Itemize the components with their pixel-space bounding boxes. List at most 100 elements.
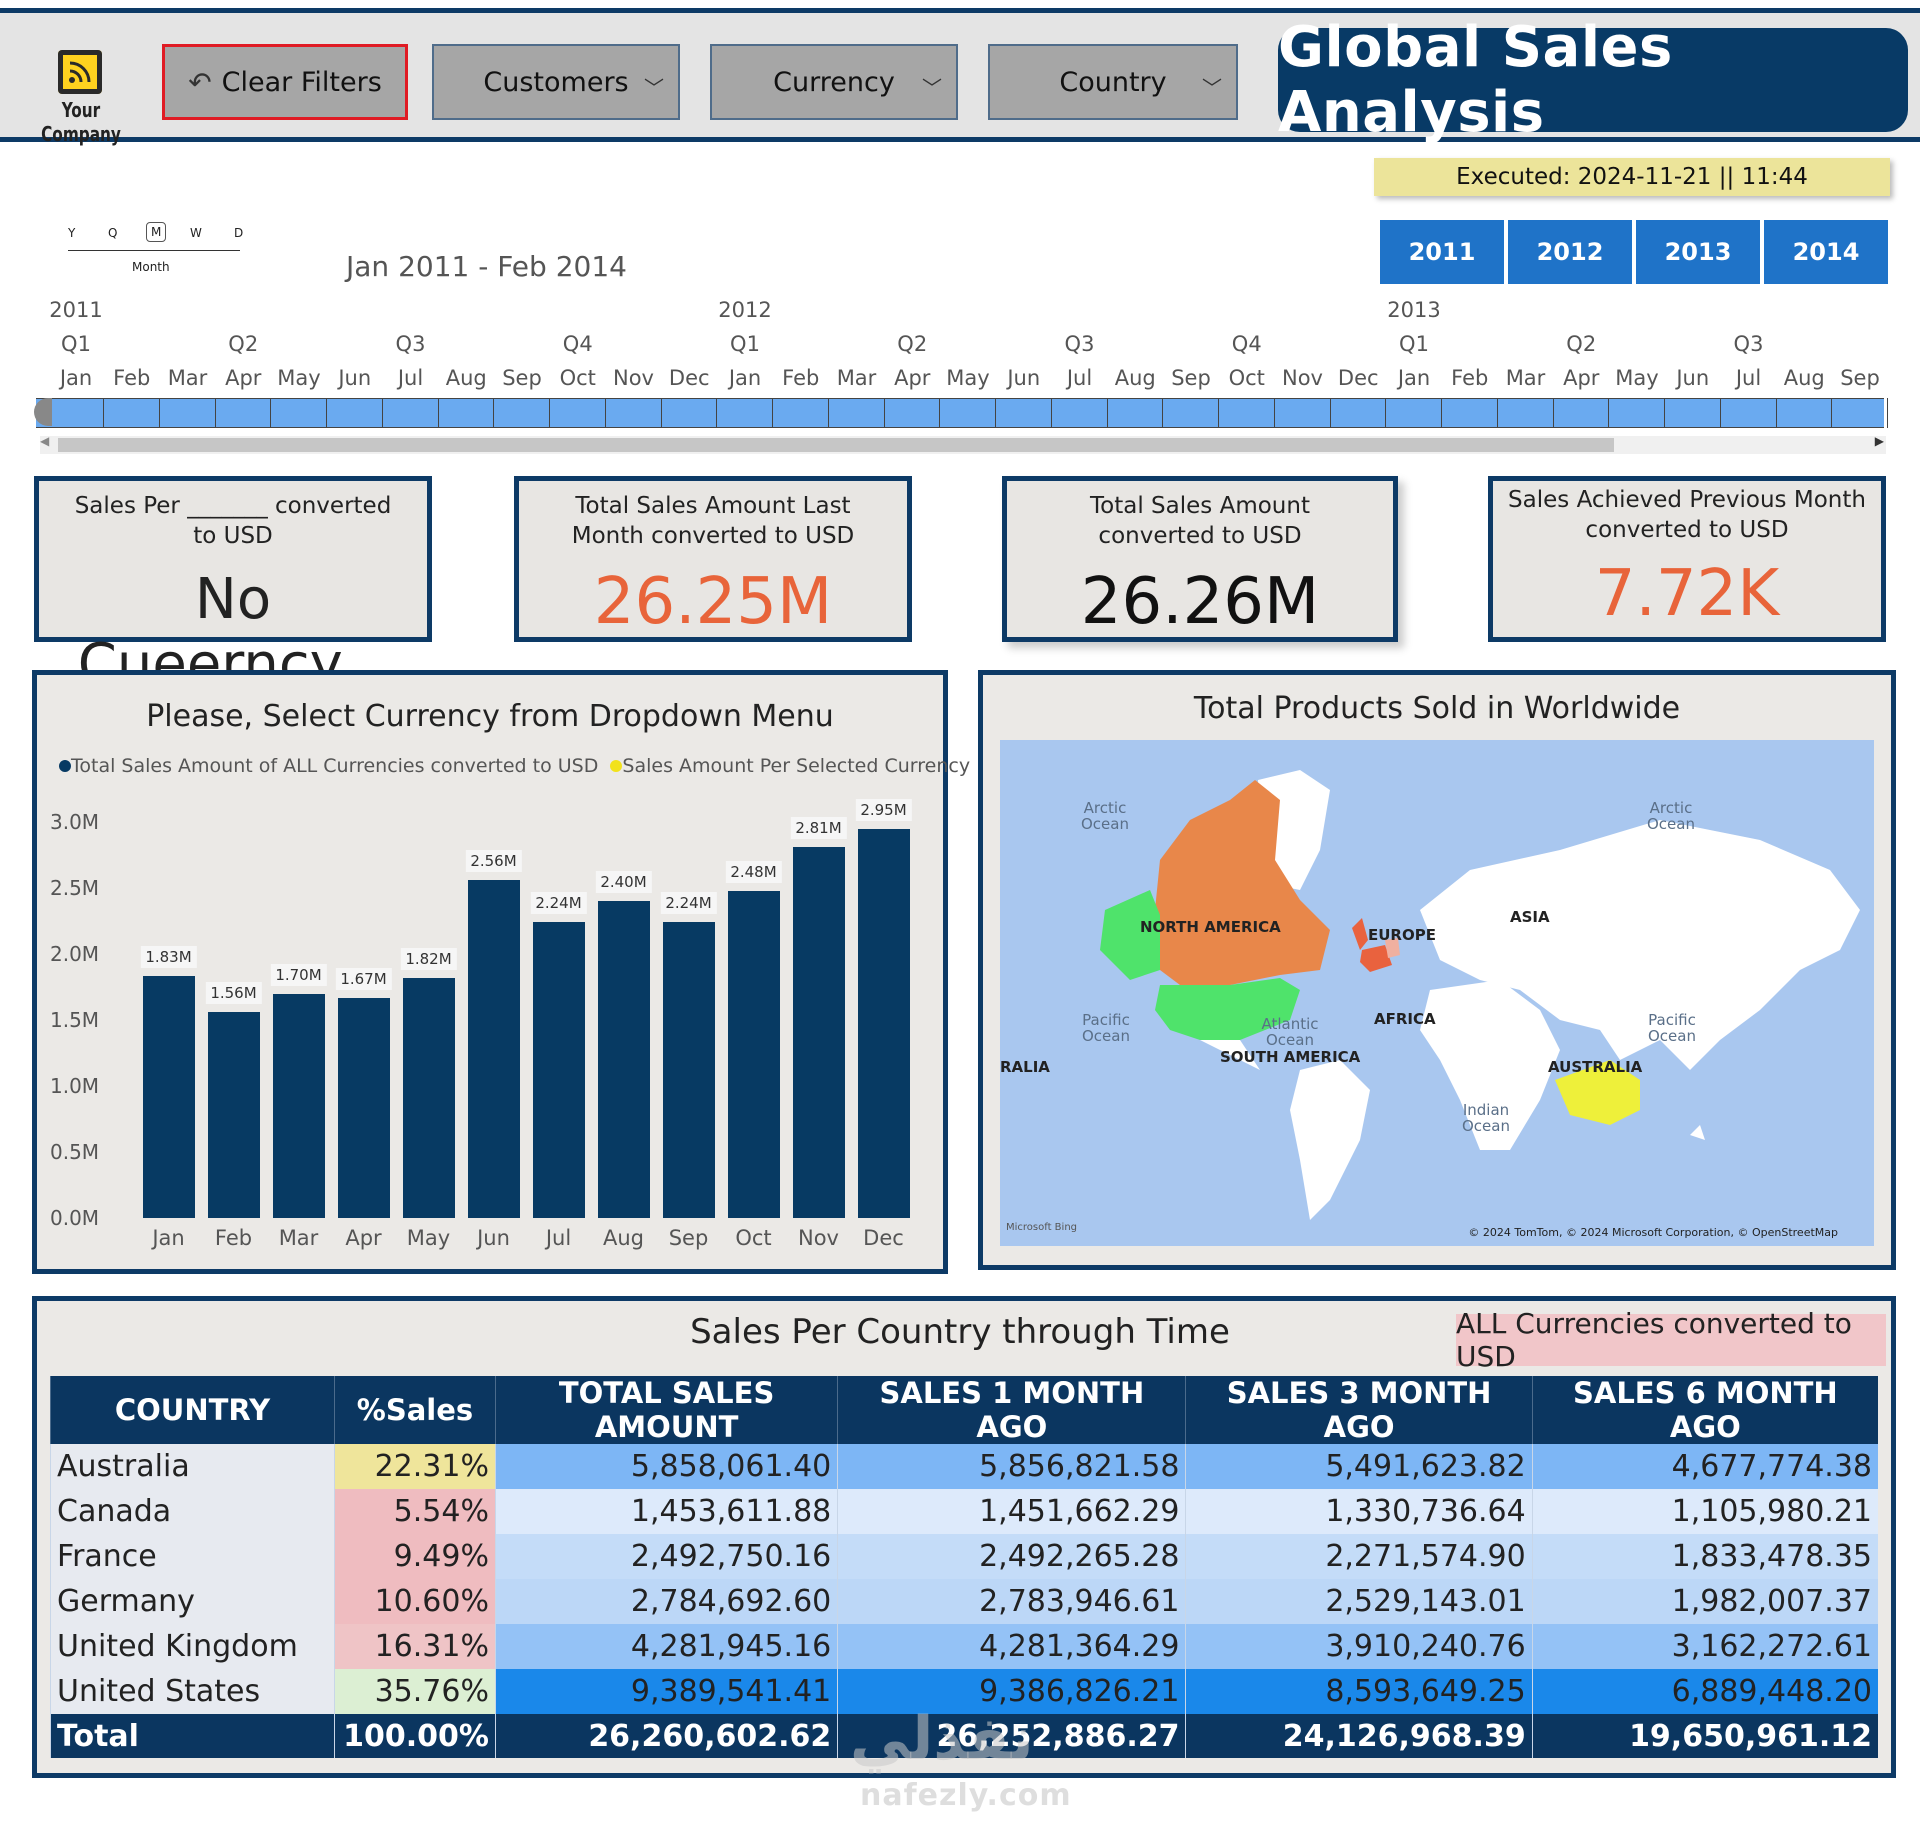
timeline-month-label[interactable]: Sep bbox=[502, 366, 542, 390]
timeline-month-label[interactable]: Jun bbox=[1007, 366, 1041, 390]
timeline-month-label[interactable]: May bbox=[946, 366, 990, 390]
bar-mar[interactable] bbox=[272, 993, 325, 1218]
clear-filters-button[interactable]: ↶ Clear Filters bbox=[162, 44, 408, 120]
granularity-month[interactable]: M bbox=[146, 222, 167, 242]
timeline-month-divider bbox=[1887, 398, 1888, 428]
cell-m6: 1,982,007.37 bbox=[1531, 1579, 1878, 1624]
cell-m1: 2,783,946.61 bbox=[837, 1579, 1186, 1624]
x-tick-label: Jun bbox=[477, 1226, 510, 1250]
ocean-label: Pacific Ocean bbox=[1648, 1011, 1696, 1045]
bar-apr[interactable] bbox=[337, 997, 390, 1218]
bar-nov[interactable] bbox=[792, 847, 845, 1218]
world-map[interactable]: NORTH AMERICA EUROPE ASIA AFRICA SOUTH A… bbox=[1000, 740, 1874, 1246]
table-row[interactable]: United States 35.76% 9,389,541.41 9,386,826… bbox=[49, 1669, 1878, 1714]
year-button-2013[interactable]: 2013 bbox=[1636, 220, 1760, 284]
year-button-2011[interactable]: 2011 bbox=[1380, 220, 1504, 284]
scroll-right-icon[interactable]: ▶ bbox=[1874, 434, 1884, 448]
timeline-month-label[interactable]: Dec bbox=[668, 366, 710, 390]
table-row[interactable]: Australia 22.31% 5,858,061.40 5,856,821.58 5… bbox=[49, 1444, 1878, 1489]
granularity-day[interactable]: D bbox=[234, 226, 244, 240]
cell-country: Germany bbox=[49, 1579, 335, 1624]
customers-slicer[interactable]: Customers ﹀ bbox=[432, 44, 680, 120]
year-button-2014[interactable]: 2014 bbox=[1764, 220, 1888, 284]
granularity-quarter[interactable]: Q bbox=[108, 226, 118, 240]
timeline-month-label[interactable]: Jul bbox=[397, 366, 424, 390]
granularity-year[interactable]: Y bbox=[68, 226, 76, 240]
bar-sep[interactable] bbox=[662, 922, 715, 1218]
bar-jan[interactable] bbox=[142, 976, 195, 1218]
timeline-month-label[interactable]: Jan bbox=[728, 366, 762, 390]
timeline-month-label[interactable]: Sep bbox=[1171, 366, 1211, 390]
x-tick-label: Jul bbox=[545, 1226, 572, 1250]
bar-may[interactable] bbox=[402, 977, 455, 1218]
timeline-month-label[interactable]: Aug bbox=[1114, 366, 1156, 390]
table-row[interactable]: United Kingdom 16.31% 4,281,945.16 4,281,36… bbox=[49, 1624, 1878, 1669]
currency-slicer[interactable]: Currency ﹀ bbox=[710, 44, 958, 120]
timeline-month-label[interactable]: Aug bbox=[445, 366, 487, 390]
bar-jun[interactable] bbox=[467, 880, 520, 1218]
kpi-sales-per-currency: Sales Per _______ converted to USD No Cu… bbox=[34, 476, 432, 697]
bar-value-label: 1.56M bbox=[205, 982, 262, 1005]
timeline-bar[interactable] bbox=[36, 398, 1884, 428]
timeline-month-label[interactable]: Jun bbox=[338, 366, 372, 390]
timeline-month-label[interactable]: Mar bbox=[167, 366, 208, 390]
timeline-month-divider bbox=[716, 398, 718, 428]
table-row[interactable]: France 9.49% 2,492,750.16 2,492,265.28 2,271… bbox=[49, 1534, 1878, 1579]
bar-oct[interactable] bbox=[727, 890, 780, 1218]
timeline-month-label[interactable]: Sep bbox=[1840, 366, 1880, 390]
timeline-month-divider bbox=[1218, 398, 1219, 428]
timeline-month-label[interactable]: Nov bbox=[613, 366, 654, 390]
timeline-month-label[interactable]: Mar bbox=[1505, 366, 1546, 390]
col-header-country[interactable]: COUNTRY bbox=[49, 1376, 335, 1444]
timeline-month-label[interactable]: Nov bbox=[1282, 366, 1323, 390]
col-header-sales-3-month[interactable]: SALES 3 MONTH AGO bbox=[1185, 1376, 1533, 1444]
timeline-granularity-selector[interactable]: Y Q M W D Month bbox=[66, 222, 246, 276]
timeline-month-label[interactable]: Apr bbox=[1563, 366, 1600, 390]
timeline-month-label[interactable]: Feb bbox=[1451, 366, 1489, 390]
timeline-month-label[interactable]: Jun bbox=[1676, 366, 1710, 390]
timeline-month-label[interactable]: Feb bbox=[113, 366, 151, 390]
map-attribution[interactable]: © 2024 TomTom, © 2024 Microsoft Corporat… bbox=[1468, 1226, 1838, 1239]
cell-pct: 10.60% bbox=[334, 1579, 496, 1624]
logo-text: Your Company bbox=[41, 98, 121, 146]
timeline-month-label[interactable]: Jul bbox=[1735, 366, 1762, 390]
col-header-sales-1-month[interactable]: SALES 1 MONTH AGO bbox=[837, 1376, 1186, 1444]
y-tick-label: 1.0M bbox=[50, 1074, 100, 1098]
col-header-total-sales[interactable]: TOTAL SALES AMOUNT bbox=[494, 1376, 838, 1444]
bar-aug[interactable] bbox=[597, 901, 650, 1218]
y-tick-label: 2.0M bbox=[50, 942, 100, 966]
cell-m3: 3,910,240.76 bbox=[1185, 1624, 1533, 1669]
scroll-left-icon[interactable]: ◀ bbox=[40, 434, 50, 448]
timeline-month-label[interactable]: Jan bbox=[59, 366, 93, 390]
country-slicer[interactable]: Country ﹀ bbox=[988, 44, 1238, 120]
col-header-sales-6-month[interactable]: SALES 6 MONTH AGO bbox=[1531, 1376, 1878, 1444]
bar-dec[interactable] bbox=[857, 828, 910, 1218]
currency-badge: ALL Currencies converted to USD bbox=[1456, 1307, 1886, 1373]
timeline-month-label[interactable]: Oct bbox=[1228, 366, 1265, 390]
granularity-week[interactable]: W bbox=[190, 226, 202, 240]
timeline-month-label[interactable]: Dec bbox=[1337, 366, 1379, 390]
timeline-month-divider bbox=[1050, 398, 1052, 428]
bar-feb[interactable] bbox=[207, 1012, 260, 1218]
timeline-month-label[interactable]: Feb bbox=[782, 366, 820, 390]
table-row[interactable]: Germany 10.60% 2,784,692.60 2,783,946.61 2,5… bbox=[49, 1579, 1878, 1624]
timeline-scroll-thumb[interactable] bbox=[58, 438, 1614, 452]
timeline-start-handle[interactable] bbox=[34, 398, 52, 426]
timeline-month-label[interactable]: May bbox=[277, 366, 321, 390]
table-row[interactable]: Canada 5.54% 1,453,611.88 1,451,662.29 1,330… bbox=[49, 1489, 1878, 1534]
timeline-month-divider bbox=[381, 398, 383, 428]
timeline-month-label[interactable]: Aug bbox=[1783, 366, 1825, 390]
timeline-month-label[interactable]: Apr bbox=[225, 366, 262, 390]
x-tick-label: Jan bbox=[152, 1226, 185, 1250]
timeline-month-label[interactable]: Oct bbox=[559, 366, 596, 390]
timeline-month-label[interactable]: May bbox=[1615, 366, 1659, 390]
timeline-month-label[interactable]: Mar bbox=[836, 366, 877, 390]
bar-jul[interactable] bbox=[532, 922, 585, 1218]
cell-m1: 1,451,662.29 bbox=[837, 1489, 1186, 1534]
timeline-month-label[interactable]: Jul bbox=[1066, 366, 1093, 390]
year-button-2012[interactable]: 2012 bbox=[1508, 220, 1632, 284]
timeline-month-label[interactable]: Apr bbox=[894, 366, 931, 390]
col-header-pct-sales[interactable]: %Sales bbox=[334, 1376, 496, 1444]
timeline-month-label[interactable]: Jan bbox=[1397, 366, 1431, 390]
x-tick-label: Aug bbox=[602, 1226, 645, 1250]
